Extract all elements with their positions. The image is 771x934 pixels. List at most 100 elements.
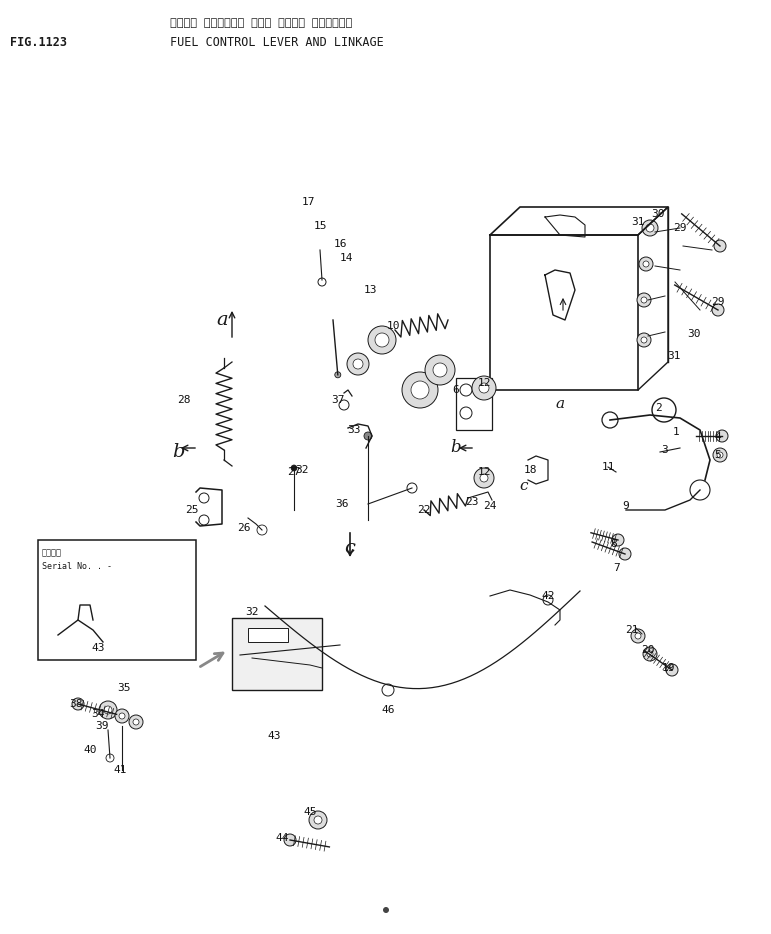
Bar (248, 628, 288, 642)
Circle shape (368, 326, 396, 354)
Text: c: c (345, 539, 355, 557)
Text: 19: 19 (662, 663, 675, 673)
Circle shape (480, 474, 488, 482)
Text: 9: 9 (623, 501, 629, 511)
Circle shape (115, 709, 129, 723)
Text: 10: 10 (386, 321, 399, 331)
Text: 12: 12 (477, 467, 491, 477)
Text: 6: 6 (453, 385, 460, 395)
Circle shape (713, 448, 727, 462)
Text: 21: 21 (625, 625, 638, 635)
Circle shape (642, 220, 658, 236)
Text: 14: 14 (339, 253, 353, 263)
Text: 30: 30 (687, 329, 701, 339)
Text: a: a (555, 397, 564, 411)
Text: 43: 43 (268, 731, 281, 741)
Text: 2: 2 (655, 403, 662, 413)
Circle shape (641, 297, 647, 303)
Text: 29: 29 (712, 297, 725, 307)
Text: FUEL CONTROL LEVER AND LINKAGE: FUEL CONTROL LEVER AND LINKAGE (170, 36, 384, 49)
Text: b: b (451, 440, 461, 457)
Bar (490, 235, 638, 390)
Text: 32: 32 (245, 607, 259, 617)
Text: a: a (216, 311, 227, 329)
Circle shape (335, 372, 341, 377)
Circle shape (639, 257, 653, 271)
Circle shape (479, 383, 489, 393)
Text: 39: 39 (96, 721, 109, 731)
Text: 22: 22 (417, 505, 431, 515)
Circle shape (314, 816, 322, 824)
Text: 33: 33 (347, 425, 361, 435)
Circle shape (647, 651, 653, 657)
Text: 38: 38 (69, 699, 82, 709)
Text: 4: 4 (715, 432, 722, 442)
Circle shape (425, 355, 455, 385)
Text: 44: 44 (275, 833, 289, 843)
Text: 27: 27 (288, 467, 301, 477)
Circle shape (383, 907, 389, 913)
Text: 32: 32 (295, 465, 308, 475)
Text: 11: 11 (601, 462, 614, 472)
Text: 25: 25 (185, 505, 199, 515)
Text: 35: 35 (117, 683, 131, 693)
Circle shape (712, 304, 724, 316)
Text: 36: 36 (335, 499, 348, 509)
Text: 42: 42 (541, 591, 555, 601)
Circle shape (637, 333, 651, 347)
Circle shape (353, 359, 363, 369)
Text: c: c (520, 479, 528, 493)
Circle shape (646, 224, 654, 232)
Text: 34: 34 (91, 709, 105, 719)
Text: 5: 5 (715, 450, 722, 460)
Circle shape (641, 337, 647, 343)
Text: FIG.1123: FIG.1123 (10, 36, 67, 49)
Text: 16: 16 (333, 239, 347, 249)
Text: 24: 24 (483, 501, 497, 511)
Circle shape (133, 719, 139, 725)
Circle shape (637, 293, 651, 307)
Circle shape (411, 381, 429, 399)
Circle shape (716, 430, 728, 442)
Text: 適用号機: 適用号機 (42, 548, 62, 557)
Circle shape (129, 715, 143, 729)
Circle shape (643, 261, 649, 267)
Circle shape (347, 353, 369, 375)
Text: 31: 31 (667, 351, 681, 361)
Text: Serial No. . -: Serial No. . - (42, 562, 112, 571)
Circle shape (619, 548, 631, 560)
Circle shape (72, 698, 84, 710)
Text: 29: 29 (673, 223, 687, 233)
Circle shape (474, 468, 494, 488)
Circle shape (291, 465, 297, 471)
Text: 1: 1 (672, 427, 679, 437)
Text: 28: 28 (177, 395, 190, 405)
Circle shape (364, 432, 372, 440)
Circle shape (375, 333, 389, 347)
Circle shape (104, 706, 112, 714)
Text: 7: 7 (614, 563, 621, 573)
Text: 8: 8 (611, 539, 618, 549)
Text: 26: 26 (237, 523, 251, 533)
Text: 13: 13 (363, 285, 377, 295)
Text: 18: 18 (524, 465, 537, 475)
Circle shape (643, 647, 657, 661)
Circle shape (631, 629, 645, 643)
Text: b: b (172, 443, 184, 461)
Text: 23: 23 (465, 497, 479, 507)
Circle shape (119, 713, 125, 719)
Circle shape (717, 452, 723, 458)
Text: 31: 31 (631, 217, 645, 227)
Circle shape (612, 534, 624, 546)
Text: 17: 17 (301, 197, 315, 207)
Text: 12: 12 (477, 378, 491, 388)
Text: 41: 41 (113, 765, 126, 775)
Circle shape (433, 363, 447, 377)
Text: フェエル コントロール レバー オヨビー リンケージメ: フェエル コントロール レバー オヨビー リンケージメ (170, 18, 352, 28)
Bar (38, 540, 196, 660)
Circle shape (309, 811, 327, 829)
Text: 20: 20 (641, 645, 655, 655)
Circle shape (666, 664, 678, 676)
Text: 37: 37 (332, 395, 345, 405)
Text: 15: 15 (313, 221, 327, 231)
